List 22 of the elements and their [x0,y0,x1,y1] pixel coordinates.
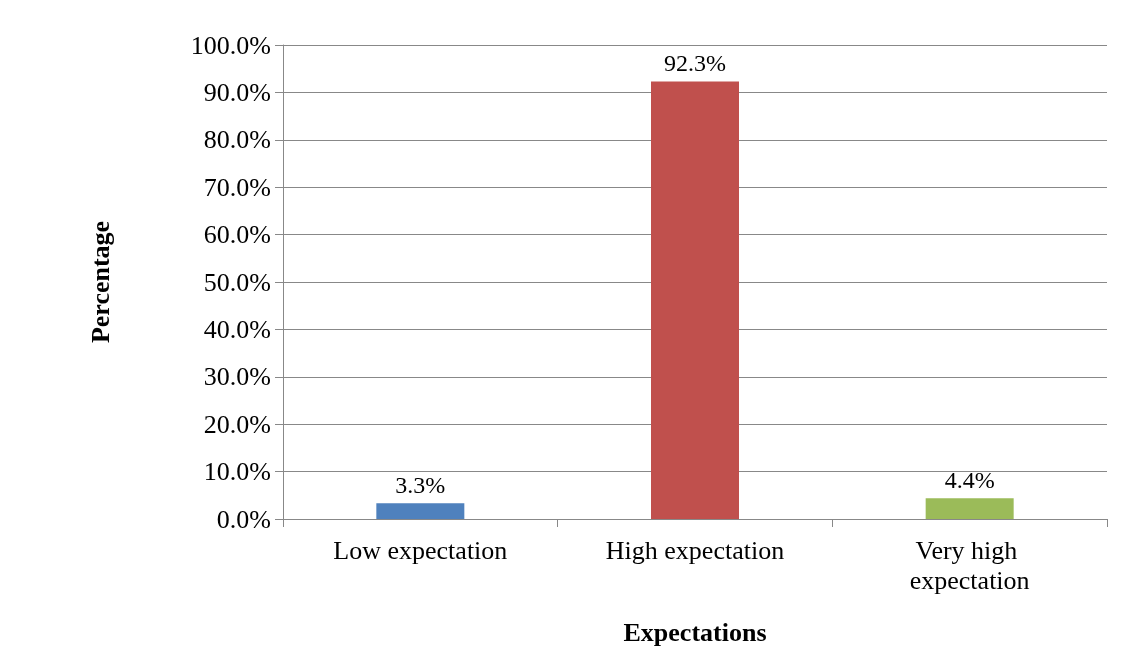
y-tick-label: 40.0% [203,314,271,344]
y-tick-label: 100.0% [190,30,271,60]
bar [376,503,465,519]
y-tick-label: 70.0% [203,172,271,202]
data-label: 92.3% [664,50,726,77]
y-tick-label: 20.0% [203,409,271,439]
bar [651,81,739,519]
data-label: 4.4% [944,467,995,494]
y-axis-title: Percentage [85,220,115,344]
data-label: 3.3% [395,472,446,499]
y-tick-label: 30.0% [203,362,271,392]
y-tick-label: 90.0% [203,77,271,107]
y-tick-label: 10.0% [203,457,271,487]
y-tick-label: 60.0% [203,220,271,250]
y-tick-label: 50.0% [203,267,271,297]
x-tick-label: High expectation [605,535,785,565]
x-axis-title: Expectations [623,617,767,647]
x-tick-label: Low expectation [333,535,508,565]
x-tick-label: Very high expectation [909,535,1030,595]
bar [925,498,1014,519]
y-tick-label: 0.0% [216,504,271,534]
y-tick-label: 80.0% [203,125,271,155]
